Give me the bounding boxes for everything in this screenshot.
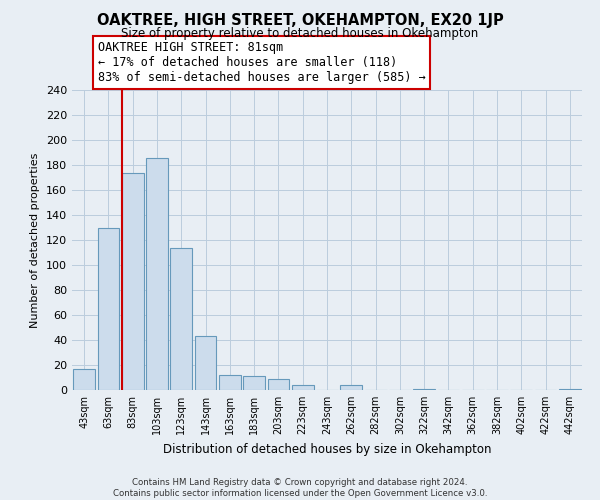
Bar xyxy=(292,385,314,390)
Bar xyxy=(268,379,289,390)
Text: OAKTREE HIGH STREET: 81sqm
← 17% of detached houses are smaller (118)
83% of sem: OAKTREE HIGH STREET: 81sqm ← 17% of deta… xyxy=(97,41,425,84)
Bar xyxy=(170,248,192,390)
Bar xyxy=(73,369,95,390)
Bar xyxy=(122,172,143,390)
X-axis label: Distribution of detached houses by size in Okehampton: Distribution of detached houses by size … xyxy=(163,442,491,456)
Bar xyxy=(219,375,241,390)
Text: OAKTREE, HIGH STREET, OKEHAMPTON, EX20 1JP: OAKTREE, HIGH STREET, OKEHAMPTON, EX20 1… xyxy=(97,12,503,28)
Bar xyxy=(340,385,362,390)
Y-axis label: Number of detached properties: Number of detached properties xyxy=(31,152,40,328)
Bar xyxy=(243,376,265,390)
Text: Size of property relative to detached houses in Okehampton: Size of property relative to detached ho… xyxy=(121,28,479,40)
Text: Contains HM Land Registry data © Crown copyright and database right 2024.
Contai: Contains HM Land Registry data © Crown c… xyxy=(113,478,487,498)
Bar xyxy=(97,228,119,390)
Bar xyxy=(194,336,217,390)
Bar xyxy=(413,389,435,390)
Bar xyxy=(559,389,581,390)
Bar xyxy=(146,158,168,390)
